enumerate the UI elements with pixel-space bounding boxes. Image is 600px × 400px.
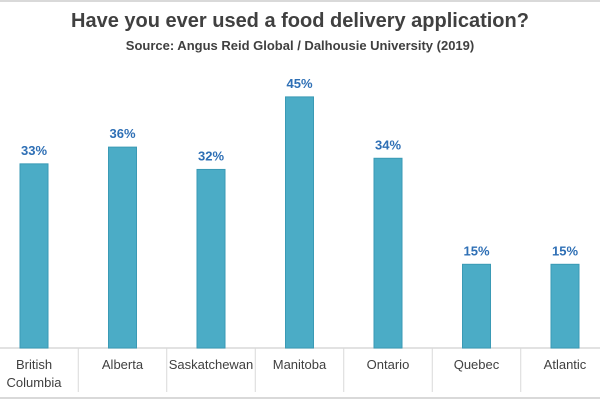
chart-subtitle: Source: Angus Reid Global / Dalhousie Un… xyxy=(125,38,475,53)
data-label: 15% xyxy=(552,243,578,258)
category-label: Saskatchewan xyxy=(169,357,254,372)
data-label: 32% xyxy=(198,148,224,163)
category-label: Alberta xyxy=(102,357,144,372)
category-label: Columbia xyxy=(7,375,63,390)
category-label: British xyxy=(16,357,52,372)
category-label: Manitoba xyxy=(273,357,327,372)
bar xyxy=(550,263,580,349)
category-label: Ontario xyxy=(367,357,410,372)
top-border xyxy=(0,0,600,2)
data-label: 36% xyxy=(109,126,135,141)
data-label: 45% xyxy=(286,76,312,91)
bar xyxy=(373,157,403,349)
data-label: 33% xyxy=(21,143,47,158)
chart-title: Have you ever used a food delivery appli… xyxy=(71,10,529,32)
category-label: Atlantic xyxy=(544,357,587,372)
bar xyxy=(108,146,137,349)
data-label: 34% xyxy=(375,137,401,152)
bar xyxy=(462,263,491,349)
bar xyxy=(196,168,226,349)
category-label: Quebec xyxy=(454,357,500,372)
data-label: 15% xyxy=(463,243,489,258)
bar xyxy=(19,163,49,349)
bar xyxy=(285,96,314,349)
